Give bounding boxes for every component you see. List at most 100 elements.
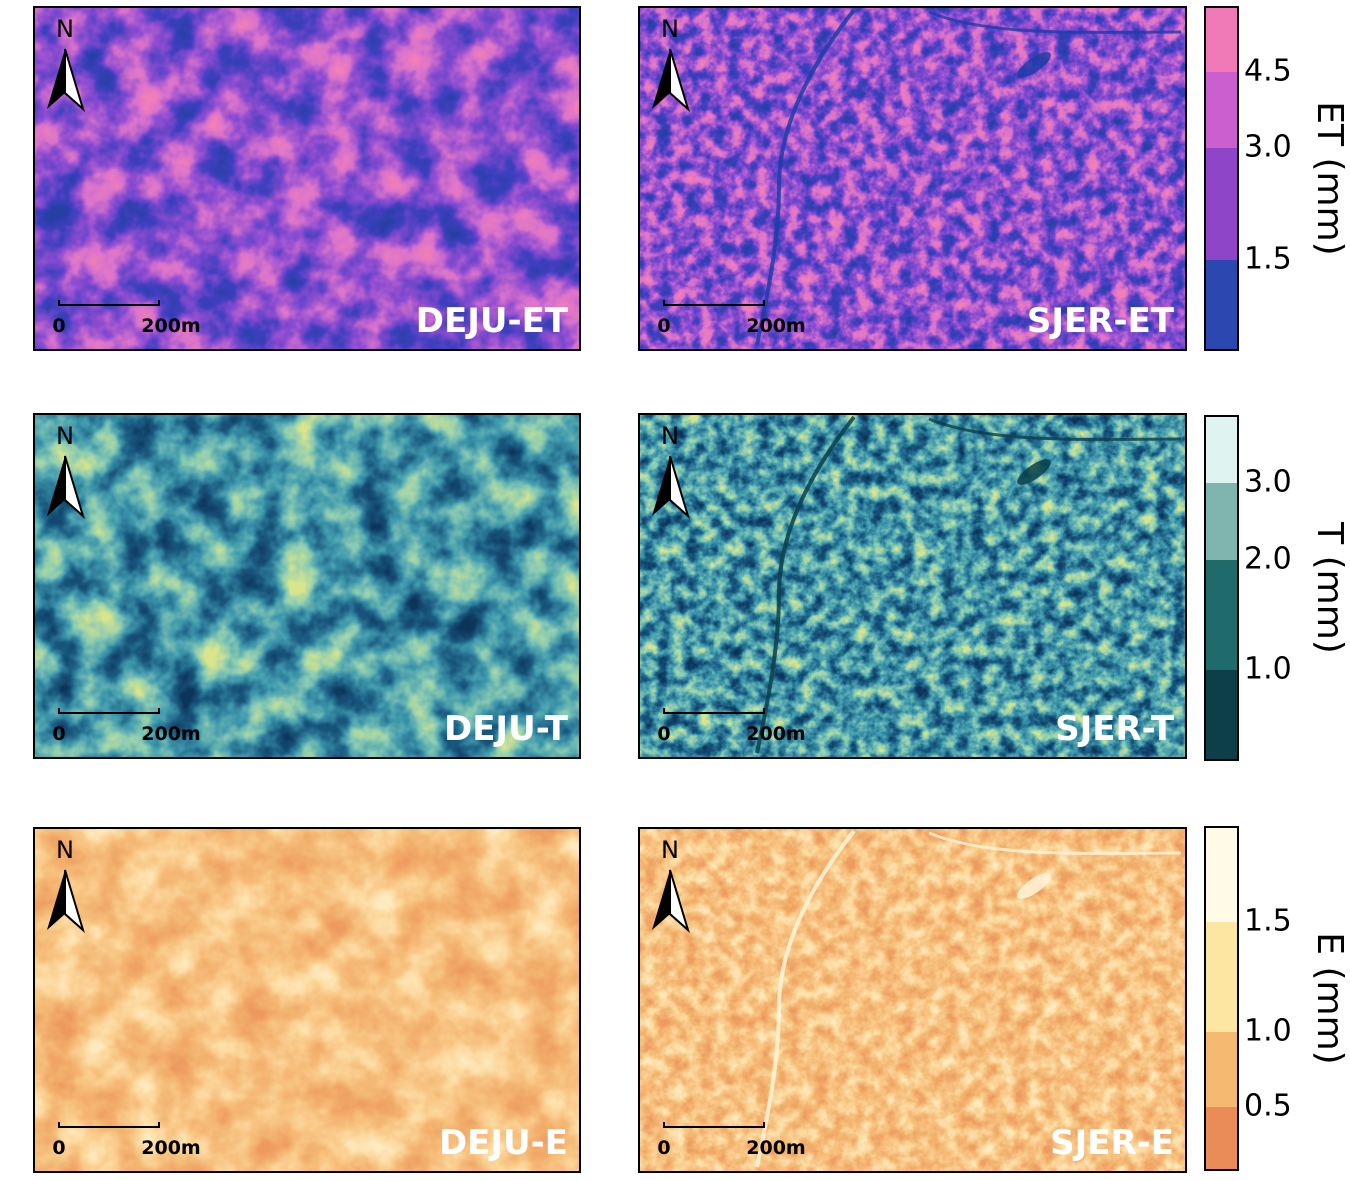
north-arrow: [47, 870, 65, 930]
colorbar-title: E (mm): [1309, 932, 1350, 1064]
north-label: N: [661, 15, 679, 43]
scale-label: 0: [52, 1137, 65, 1159]
colorbar: 4.5 3.0 1.5 ET (mm): [1204, 6, 1350, 351]
pond: [1017, 52, 1051, 78]
map-panel: N 0 200m SJER-ET: [638, 6, 1187, 351]
map-panel: N 0 200m DEJU-E: [33, 827, 581, 1173]
colorbar: 3.0 2.0 1.0 T (mm): [1204, 415, 1350, 761]
north-arrow: [47, 49, 65, 109]
colorbar-tick-label: 3.0: [1244, 130, 1292, 165]
colorbar-tick-label: 1.0: [1244, 652, 1292, 687]
map-raster: [639, 828, 1186, 1172]
colorbar-segment: [1205, 560, 1238, 670]
panel-border: [33, 827, 581, 1173]
north-label: N: [661, 422, 679, 450]
map-panel: N 0 200m DEJU-ET: [33, 6, 581, 351]
colorbar-segment: [1205, 670, 1238, 760]
scale-bar: [663, 708, 765, 714]
north-arrow: [669, 48, 690, 113]
north-arrow: [47, 456, 65, 516]
map-raster: [34, 414, 580, 758]
scale-bar: [663, 300, 765, 306]
north-arrow: [652, 456, 670, 516]
panel-label: SJER-ET: [1027, 301, 1175, 341]
north-label: N: [56, 836, 74, 864]
panel-border: [33, 413, 581, 759]
colorbar-title: ET (mm): [1309, 101, 1350, 255]
scale-label: 200m: [746, 315, 805, 337]
map-raster: [34, 828, 580, 1172]
colorbar-tick-label: 1.5: [1244, 242, 1292, 277]
colorbar-border: [1204, 826, 1239, 1171]
colorbar-tick-label: 3.0: [1244, 465, 1292, 500]
scale-label: 0: [657, 723, 670, 745]
colorbar-segment: [1205, 72, 1238, 148]
panel-border: [638, 413, 1187, 759]
river: [755, 8, 856, 346]
colorbar-border: [1204, 415, 1239, 761]
river: [928, 831, 1182, 855]
colorbar-tick-label: 1.5: [1244, 904, 1292, 939]
scale-label: 200m: [141, 723, 200, 745]
north-label: N: [56, 15, 74, 43]
colorbar-tick-label: 4.5: [1244, 54, 1292, 89]
river: [755, 415, 856, 754]
colorbar: 1.5 1.0 0.5 E (mm): [1204, 826, 1350, 1171]
colorbar-segment: [1205, 416, 1238, 483]
colorbar-border: [1204, 6, 1239, 351]
north-label: N: [661, 836, 679, 864]
map-raster: [639, 7, 1186, 350]
map-panel: N 0 200m SJER-E: [638, 827, 1187, 1173]
north-arrow: [652, 49, 670, 109]
colorbar-tick-label: 1.0: [1244, 1014, 1292, 1049]
scale-label: 0: [657, 315, 670, 337]
north-arrow: [64, 48, 85, 113]
colorbar-segment: [1205, 148, 1238, 260]
colorbar-segment: [1205, 827, 1238, 922]
panel-border: [33, 6, 581, 351]
pond: [1017, 873, 1051, 899]
colorbar-tick-label: 2.0: [1244, 542, 1292, 577]
colorbar-segment: [1205, 1107, 1238, 1170]
panel-border: [638, 827, 1187, 1173]
north-arrow: [669, 455, 690, 520]
panel-label: SJER-E: [1050, 1123, 1174, 1163]
north-arrow: [64, 455, 85, 520]
colorbar-segment: [1205, 483, 1238, 560]
pond: [1017, 459, 1051, 485]
river: [928, 10, 1182, 34]
scale-bar: [58, 1122, 160, 1128]
colorbar-title: T (mm): [1309, 521, 1350, 654]
map-panel: N 0 200m DEJU-T: [33, 413, 581, 759]
scale-bar: [58, 708, 160, 714]
colorbar-segment: [1205, 7, 1238, 72]
map-raster: [34, 7, 580, 350]
north-arrow: [64, 869, 85, 934]
scale-label: 0: [52, 315, 65, 337]
north-arrow: [669, 869, 690, 934]
scale-label: 0: [52, 723, 65, 745]
colorbar-segment: [1205, 260, 1238, 350]
panel-label: DEJU-ET: [416, 301, 569, 341]
map-panel: N 0 200m SJER-T: [638, 413, 1187, 759]
scale-label: 200m: [141, 315, 200, 337]
river: [755, 829, 856, 1168]
panel-label: SJER-T: [1055, 709, 1175, 749]
panel-label: DEJU-E: [439, 1123, 568, 1163]
scale-label: 200m: [746, 1137, 805, 1159]
scale-label: 200m: [141, 1137, 200, 1159]
river: [928, 417, 1182, 441]
north-arrow: [652, 870, 670, 930]
colorbar-tick-label: 0.5: [1244, 1089, 1292, 1124]
scale-bar: [58, 300, 160, 306]
north-label: N: [56, 422, 74, 450]
colorbar-segment: [1205, 922, 1238, 1032]
panel-label: DEJU-T: [444, 709, 569, 749]
map-raster: [639, 414, 1186, 758]
scale-label: 0: [657, 1137, 670, 1159]
panel-border: [638, 6, 1187, 351]
scale-bar: [663, 1122, 765, 1128]
colorbar-segment: [1205, 1032, 1238, 1107]
scale-label: 200m: [746, 723, 805, 745]
